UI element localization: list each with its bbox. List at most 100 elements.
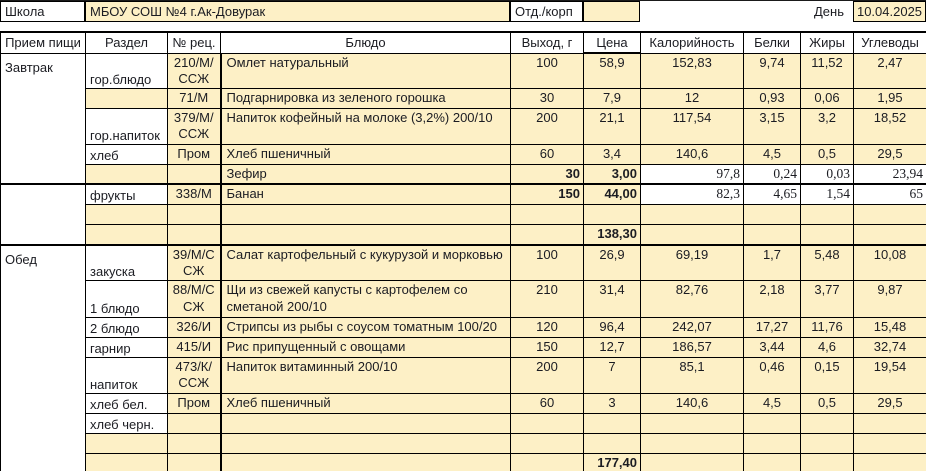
cell-dish[interactable] bbox=[219, 412, 511, 434]
col-header-carbs[interactable]: Углеводы bbox=[853, 31, 926, 54]
col-header-meal[interactable]: Прием пищи bbox=[0, 31, 86, 54]
col-header-rec[interactable]: № рец. bbox=[167, 31, 221, 54]
cell-rec[interactable]: Пром bbox=[167, 143, 221, 165]
cell-price[interactable]: 12,7 bbox=[583, 337, 641, 359]
cell-price[interactable]: 177,40 bbox=[583, 452, 641, 471]
cell-rec[interactable] bbox=[167, 224, 221, 246]
cell-dish[interactable]: Хлеб пшеничный bbox=[219, 392, 511, 414]
cell-prot[interactable] bbox=[743, 412, 801, 434]
cell-rec[interactable] bbox=[167, 163, 221, 185]
cell-dish[interactable]: Напиток витаминный 200/10 bbox=[219, 357, 511, 394]
cell-cal[interactable]: 242,07 bbox=[640, 317, 744, 339]
cell-carb[interactable] bbox=[853, 204, 926, 226]
cell-fat[interactable]: 11,76 bbox=[800, 317, 854, 339]
cell-fat[interactable]: 1,54 bbox=[800, 183, 854, 206]
cell-razdel[interactable] bbox=[85, 452, 168, 471]
dept-value-cell[interactable] bbox=[583, 1, 640, 22]
cell-out[interactable] bbox=[510, 452, 584, 471]
cell-rec[interactable]: 326/И bbox=[167, 317, 221, 339]
cell-prot[interactable]: 3,15 bbox=[743, 108, 801, 145]
col-header-protein[interactable]: Белки bbox=[743, 31, 801, 54]
cell-price[interactable]: 58,9 bbox=[583, 52, 641, 89]
cell-dish[interactable]: Рис припущенный с овощами bbox=[219, 337, 511, 359]
cell-dish[interactable]: Салат картофельный с кукурузой и морковь… bbox=[219, 243, 511, 282]
cell-fat[interactable] bbox=[800, 224, 854, 246]
cell-cal[interactable] bbox=[640, 412, 744, 434]
cell-rec[interactable] bbox=[167, 452, 221, 471]
cell-dish[interactable]: Хлеб пшеничный bbox=[219, 143, 511, 165]
cell-prot[interactable] bbox=[743, 224, 801, 246]
cell-out[interactable]: 100 bbox=[510, 243, 584, 282]
cell-carb[interactable]: 9,87 bbox=[853, 280, 926, 319]
cell-carb[interactable]: 23,94 bbox=[853, 163, 926, 185]
cell-carb[interactable]: 1,95 bbox=[853, 88, 926, 109]
cell-price[interactable]: 21,1 bbox=[583, 108, 641, 145]
cell-out[interactable] bbox=[510, 224, 584, 246]
cell-razdel[interactable]: гор.блюдо bbox=[85, 52, 168, 89]
cell-carb[interactable]: 2,47 bbox=[853, 52, 926, 89]
col-header-calories[interactable]: Калорийность bbox=[640, 31, 744, 54]
cell-out[interactable]: 150 bbox=[510, 183, 584, 206]
cell-prot[interactable] bbox=[743, 452, 801, 471]
cell-prot[interactable]: 4,5 bbox=[743, 143, 801, 165]
cell-meal[interactable] bbox=[0, 183, 86, 246]
cell-price[interactable]: 31,4 bbox=[583, 280, 641, 319]
cell-fat[interactable]: 0,5 bbox=[800, 143, 854, 165]
cell-fat[interactable] bbox=[800, 204, 854, 226]
cell-cal[interactable]: 152,83 bbox=[640, 52, 744, 89]
cell-price[interactable]: 44,00 bbox=[583, 183, 641, 206]
col-header-razdel[interactable]: Раздел bbox=[85, 31, 168, 54]
cell-fat[interactable]: 0,06 bbox=[800, 88, 854, 109]
cell-price[interactable]: 7 bbox=[583, 357, 641, 394]
cell-razdel[interactable] bbox=[85, 224, 168, 246]
cell-prot[interactable]: 4,5 bbox=[743, 392, 801, 414]
cell-cal[interactable] bbox=[640, 224, 744, 246]
cell-rec[interactable] bbox=[167, 204, 221, 226]
cell-price[interactable] bbox=[583, 432, 641, 454]
cell-fat[interactable]: 4,6 bbox=[800, 337, 854, 359]
cell-rec[interactable] bbox=[167, 412, 221, 434]
cell-rec[interactable]: 39/М/ССЖ bbox=[167, 243, 221, 282]
cell-cal[interactable]: 12 bbox=[640, 88, 744, 109]
cell-cal[interactable]: 140,6 bbox=[640, 143, 744, 165]
cell-prot[interactable] bbox=[743, 204, 801, 226]
cell-dish[interactable]: Щи из свежей капусты с картофелем со сме… bbox=[219, 280, 511, 319]
cell-prot[interactable]: 3,44 bbox=[743, 337, 801, 359]
cell-carb[interactable]: 10,08 bbox=[853, 243, 926, 282]
cell-fat[interactable]: 11,52 bbox=[800, 52, 854, 89]
cell-out[interactable]: 150 bbox=[510, 337, 584, 359]
cell-price[interactable]: 3 bbox=[583, 392, 641, 414]
cell-cal[interactable] bbox=[640, 452, 744, 471]
cell-carb[interactable]: 29,5 bbox=[853, 392, 926, 414]
cell-out[interactable]: 210 bbox=[510, 280, 584, 319]
cell-fat[interactable]: 0,5 bbox=[800, 392, 854, 414]
cell-fat[interactable]: 3,77 bbox=[800, 280, 854, 319]
cell-out[interactable] bbox=[510, 412, 584, 434]
cell-cal[interactable]: 82,76 bbox=[640, 280, 744, 319]
cell-cal[interactable] bbox=[640, 204, 744, 226]
cell-razdel[interactable]: закуска bbox=[85, 243, 168, 282]
cell-fat[interactable] bbox=[800, 452, 854, 471]
cell-meal[interactable]: Обед bbox=[0, 243, 86, 471]
cell-razdel[interactable]: хлеб бел. bbox=[85, 392, 168, 414]
cell-prot[interactable]: 0,24 bbox=[743, 163, 801, 185]
date-value-cell[interactable]: 10.04.2025 bbox=[853, 1, 926, 22]
cell-carb[interactable]: 29,5 bbox=[853, 143, 926, 165]
cell-out[interactable]: 30 bbox=[510, 163, 584, 185]
cell-carb[interactable] bbox=[853, 412, 926, 434]
cell-dish[interactable] bbox=[219, 452, 511, 471]
cell-prot[interactable]: 2,18 bbox=[743, 280, 801, 319]
cell-rec[interactable]: 210/М/ССЖ bbox=[167, 52, 221, 89]
dept-label-cell[interactable]: Отд./корп bbox=[510, 1, 583, 22]
cell-cal[interactable] bbox=[640, 432, 744, 454]
cell-prot[interactable]: 4,65 bbox=[743, 183, 801, 206]
cell-cal[interactable]: 117,54 bbox=[640, 108, 744, 145]
cell-prot[interactable]: 9,74 bbox=[743, 52, 801, 89]
cell-out[interactable] bbox=[510, 432, 584, 454]
cell-razdel[interactable]: хлеб черн. bbox=[85, 412, 168, 434]
cell-prot[interactable]: 0,46 bbox=[743, 357, 801, 394]
cell-razdel[interactable]: напиток bbox=[85, 357, 168, 394]
cell-razdel[interactable] bbox=[85, 204, 168, 226]
cell-price[interactable]: 138,30 bbox=[583, 224, 641, 246]
cell-out[interactable] bbox=[510, 204, 584, 226]
